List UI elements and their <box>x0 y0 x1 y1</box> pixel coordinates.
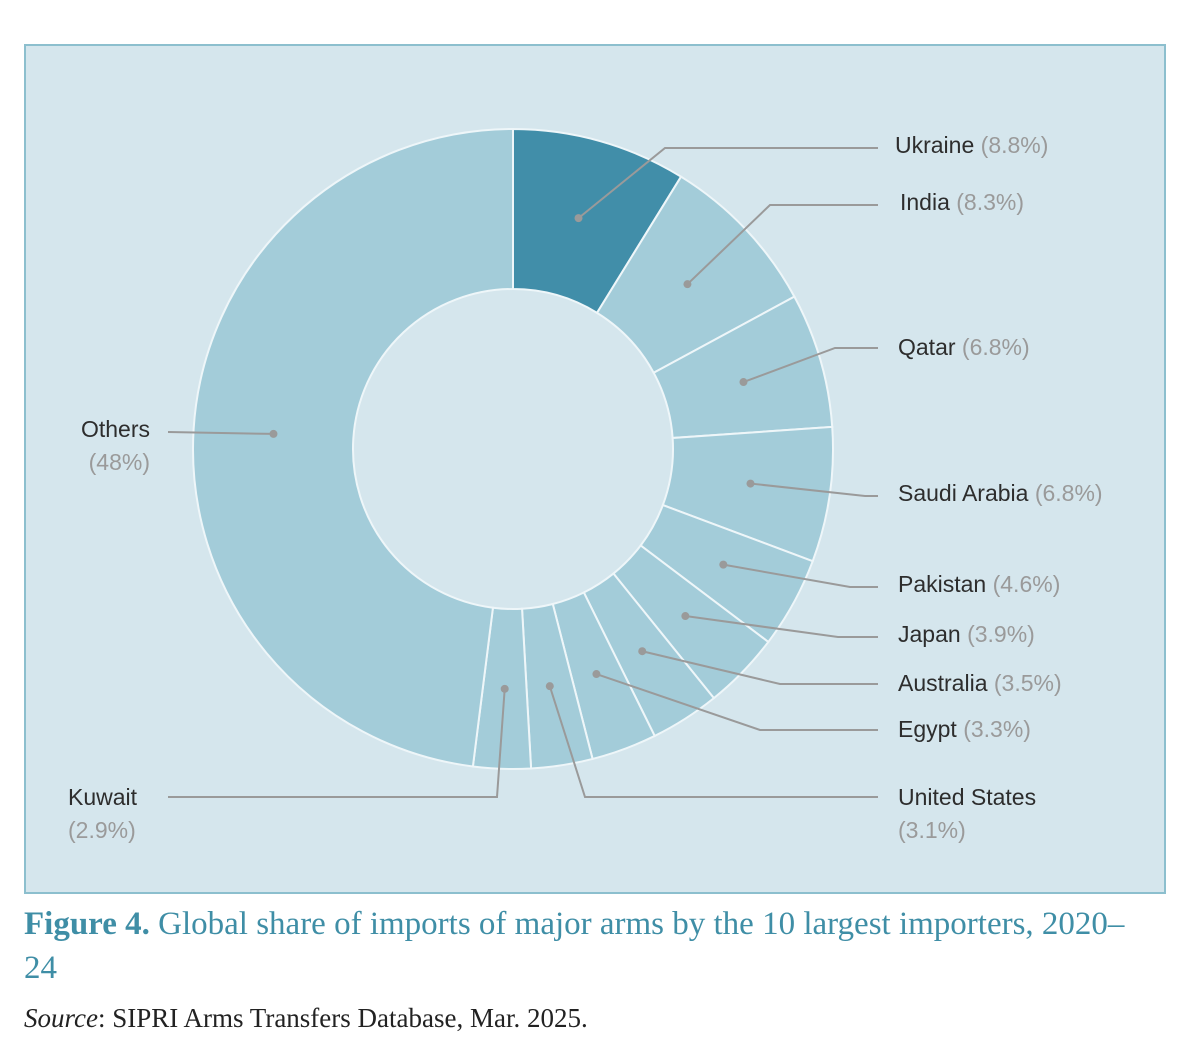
slice-others <box>192 127 514 768</box>
leader-line <box>167 431 274 435</box>
leader-line <box>750 482 878 497</box>
slice-value: (2.9%) <box>68 817 136 843</box>
data-label: India (8.3%) <box>900 187 1024 217</box>
leader-line <box>642 650 878 685</box>
slice-value: (3.3%) <box>963 716 1031 742</box>
leader-dot <box>681 612 690 621</box>
slice-value: (8.8%) <box>980 132 1049 158</box>
leader-dot <box>719 560 728 569</box>
leader-dot <box>592 670 601 679</box>
slice-value: (6.8%) <box>961 334 1030 360</box>
slice-name: Japan <box>898 621 961 647</box>
slice-name: Pakistan <box>898 571 987 597</box>
slice-value: (8.3%) <box>956 189 1025 215</box>
leader-dot <box>638 647 647 656</box>
source-note: Source: SIPRI Arms Transfers Database, M… <box>24 1003 588 1034</box>
leader-line <box>723 563 878 588</box>
slice-name: United States <box>898 784 1037 810</box>
leader-line <box>548 685 878 798</box>
slice-name: Egypt <box>898 716 957 742</box>
leader-line <box>168 688 506 798</box>
data-label: Australia (3.5%) <box>898 668 1062 698</box>
slice-name: Others <box>80 416 150 442</box>
leader-line <box>686 204 878 285</box>
leader-dot <box>574 214 583 223</box>
leader-dot <box>739 378 748 387</box>
slice-name: Ukraine <box>895 132 975 158</box>
slice-name: India <box>900 189 950 215</box>
slice-name: Saudi Arabia <box>898 480 1029 506</box>
data-label: Saudi Arabia (6.8%) <box>898 478 1103 508</box>
data-label: Kuwait (2.9%) <box>68 782 137 848</box>
leader-dot <box>545 682 554 691</box>
slice-name: Qatar <box>898 334 956 360</box>
leader-dot <box>269 429 278 438</box>
data-label: Ukraine (8.8%) <box>895 130 1048 160</box>
leader-dot <box>500 684 509 693</box>
leader-line <box>577 147 878 219</box>
source-text: : SIPRI Arms Transfers Database, Mar. 20… <box>97 1003 588 1033</box>
leader-line <box>743 347 878 383</box>
leader-line <box>596 673 878 731</box>
data-label: Others (48%) <box>60 414 150 480</box>
figure-caption: Figure 4. Global share of imports of maj… <box>24 902 1144 990</box>
data-label: United States (3.1%) <box>898 782 1036 848</box>
slice-value: (6.8%) <box>1034 480 1103 506</box>
data-label: Pakistan (4.6%) <box>898 569 1060 599</box>
leader-line <box>685 615 878 638</box>
data-label: Egypt (3.3%) <box>898 714 1031 744</box>
slice-value: (3.9%) <box>967 621 1035 647</box>
leader-dot <box>746 479 755 488</box>
leader-dot <box>683 280 692 289</box>
data-label: Japan (3.9%) <box>898 619 1035 649</box>
slice-value: (48%) <box>88 449 150 475</box>
donut-chart <box>167 127 878 798</box>
slice-value: (3.1%) <box>898 817 966 843</box>
slice-name: Australia <box>898 670 988 696</box>
figure-label: Figure 4. <box>24 906 150 942</box>
slice-value: (3.5%) <box>993 670 1062 696</box>
source-label: Source <box>24 1003 98 1033</box>
slice-name: Kuwait <box>68 784 138 810</box>
slice-value: (4.6%) <box>992 571 1061 597</box>
chart-title: Global share of imports of major arms by… <box>24 906 1125 986</box>
data-label: Qatar (6.8%) <box>898 332 1030 362</box>
